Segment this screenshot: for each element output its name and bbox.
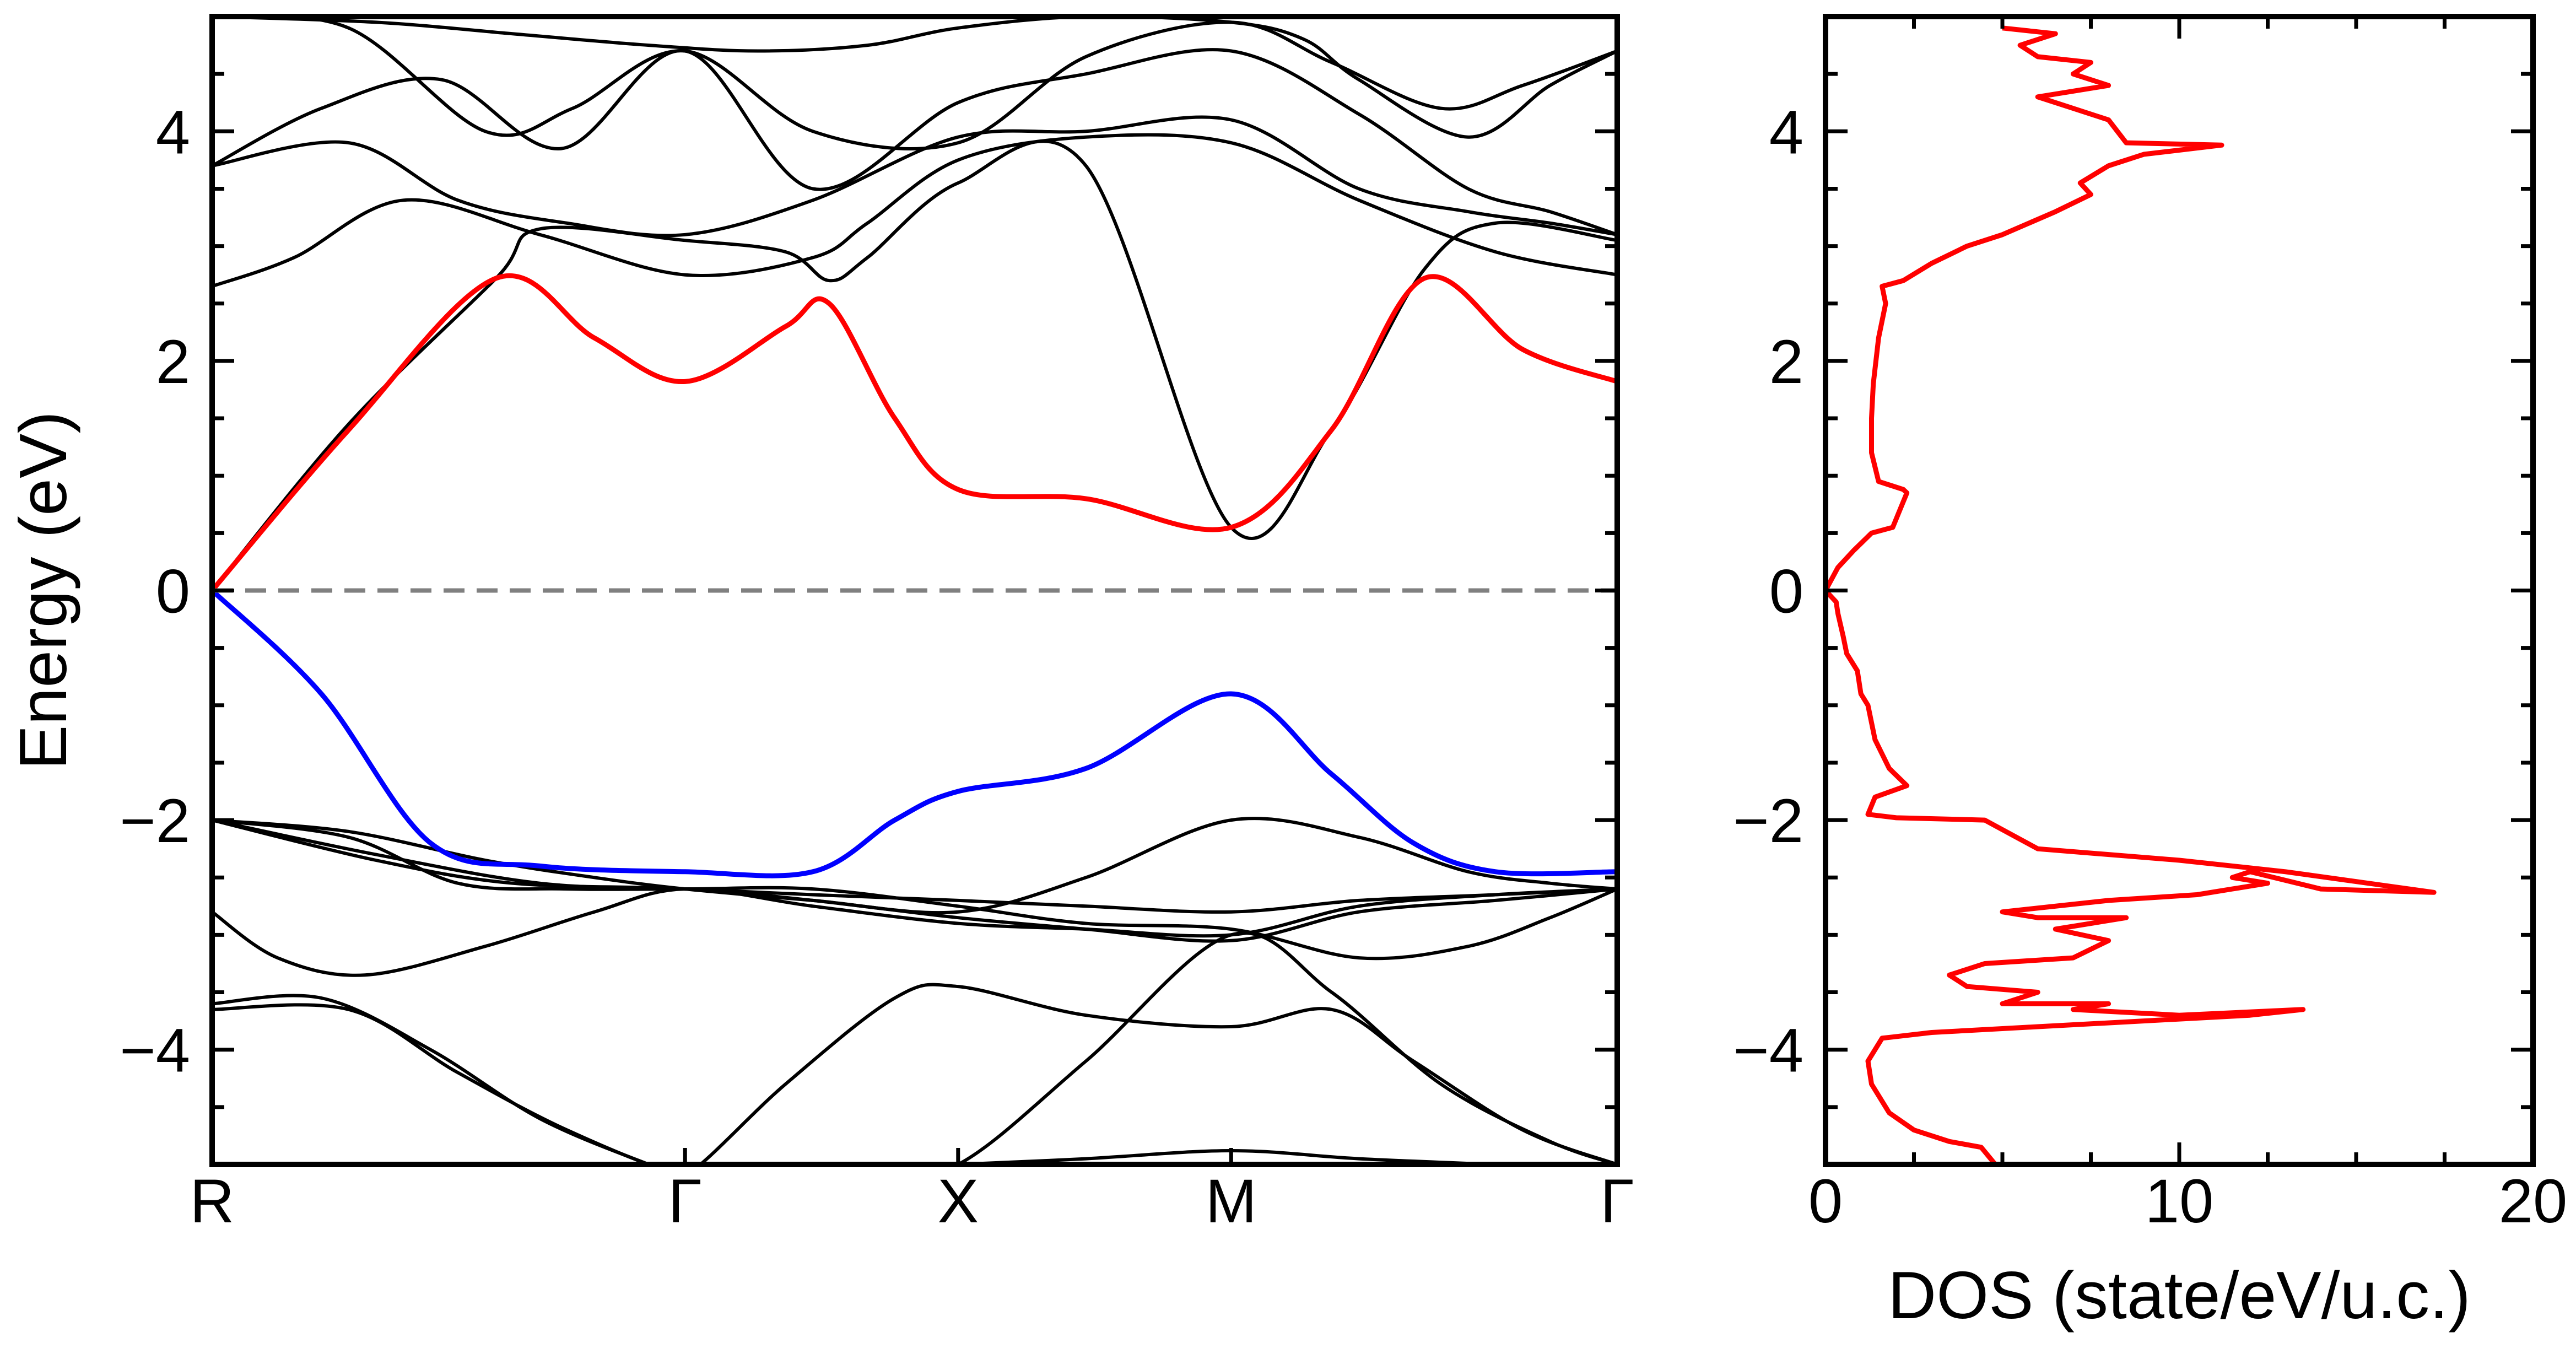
band-y-axis-label: Energy (eV) [6, 411, 80, 770]
kpoint-label: Γ [1600, 1167, 1634, 1236]
band-ytick-label: 4 [156, 98, 190, 166]
dos-ytick-label: −2 [1733, 786, 1803, 855]
dos-ytick-label: 0 [1769, 557, 1803, 626]
dos-x-axis-label: DOS (state/eV/u.c.) [1888, 1258, 2471, 1333]
band-ytick-label: 0 [156, 557, 190, 626]
band-ytick-label: −2 [120, 786, 190, 855]
band-ytick-label: −4 [120, 1016, 190, 1085]
kpoint-label: R [190, 1167, 235, 1236]
dos-xtick-label: 10 [2145, 1167, 2214, 1236]
kpoint-label: M [1206, 1167, 1257, 1236]
kpoint-label: Γ [668, 1167, 702, 1236]
band-ytick-label: 2 [156, 327, 190, 396]
kpoint-label: X [937, 1167, 979, 1236]
dos-ytick-label: 2 [1769, 327, 1803, 396]
dos-ytick-label: 4 [1769, 98, 1803, 166]
dos-xtick-label: 20 [2499, 1167, 2568, 1236]
dos-ytick-label: −4 [1733, 1016, 1803, 1085]
dos-xtick-label: 0 [1808, 1167, 1843, 1236]
